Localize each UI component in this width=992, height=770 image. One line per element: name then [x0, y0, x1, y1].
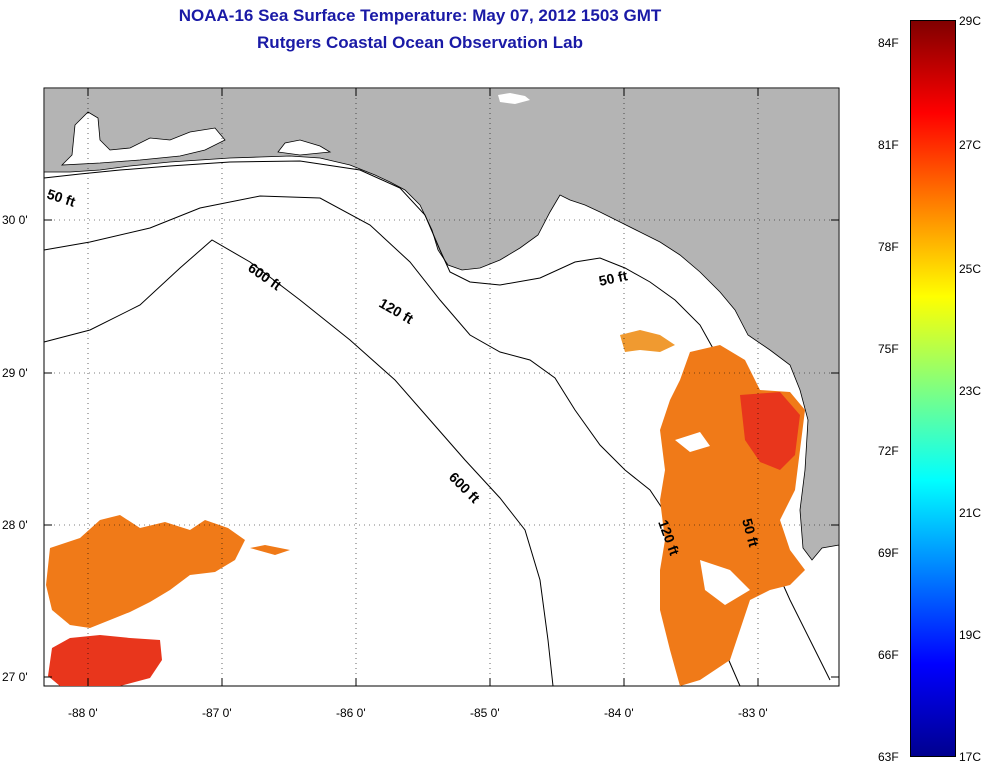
colorbar-c-label: 17C	[959, 750, 982, 764]
colorbar-c-label: 25C	[959, 262, 982, 276]
colorbar-c-label: 29C	[959, 14, 982, 28]
lon-label: -88 0'	[68, 706, 98, 720]
land-area	[43, 87, 840, 561]
lon-label: -83 0'	[738, 706, 768, 720]
lon-label: -86 0'	[336, 706, 366, 720]
bay-east	[277, 139, 332, 156]
contour-label: 50 ft	[739, 517, 762, 549]
colorbar-f-label: 84F	[878, 36, 899, 50]
colorbar-f-label: 75F	[878, 342, 899, 356]
lat-label: 30 0'	[2, 213, 28, 227]
lat-label: 29 0'	[2, 366, 28, 380]
colorbar-c-label: 21C	[959, 506, 982, 520]
lon-label: -87 0'	[202, 706, 232, 720]
colorbar-f-label: 63F	[878, 750, 899, 764]
colorbar-c-label: 23C	[959, 384, 982, 398]
bay-west	[60, 111, 226, 166]
colorbar-c-label: 19C	[959, 628, 982, 642]
colorbar-f-label: 78F	[878, 240, 899, 254]
title-line-1: NOAA-16 Sea Surface Temperature: May 07,…	[178, 6, 662, 25]
lat-label: 28 0'	[2, 518, 28, 532]
colorbar-f-label: 81F	[878, 138, 899, 152]
contour-600ft	[43, 239, 554, 687]
colorbar-c-label: 27C	[959, 138, 982, 152]
colorbar	[910, 20, 956, 757]
contour-label: 50 ft	[597, 267, 629, 289]
colorbar-f-label: 69F	[878, 546, 899, 560]
lat-label: 27 0'	[2, 670, 28, 684]
lon-label: -84 0'	[604, 706, 634, 720]
colorbar-f-label: 66F	[878, 648, 899, 662]
lon-label: -85 0'	[470, 706, 500, 720]
lake	[498, 93, 530, 104]
sst-patch-east	[620, 330, 805, 686]
title-line-2: Rutgers Coastal Ocean Observation Lab	[257, 33, 583, 52]
sst-patch-west	[46, 515, 290, 686]
colorbar-f-label: 72F	[878, 444, 899, 458]
